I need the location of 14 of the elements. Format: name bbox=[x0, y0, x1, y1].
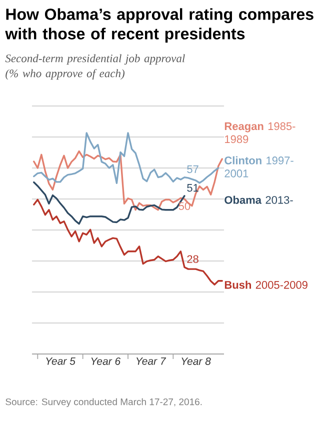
data-label: 28 bbox=[187, 255, 198, 264]
series-label: Bush 2005-2009 bbox=[224, 280, 308, 289]
data-label: 57 bbox=[187, 165, 198, 174]
source-note: Source: Survey conducted March 17-27, 2016. bbox=[6, 398, 202, 408]
x-tick-label: Year 7 bbox=[136, 358, 166, 365]
x-tick-label: Year 5 bbox=[46, 358, 76, 365]
text: Obama 2013- bbox=[224, 196, 293, 204]
chart-title: How Obama’s approval rating compares with those of recent presidents bbox=[5, 8, 314, 43]
x-tick-label: Year 6 bbox=[91, 358, 121, 365]
text: Reagan 1985-1989 bbox=[224, 122, 296, 144]
data-label: 51 bbox=[187, 184, 198, 192]
text: Clinton 1997-2001 bbox=[224, 156, 294, 178]
x-tick-label: Year 8 bbox=[182, 358, 211, 365]
chart-subtitle: Second-term presidential job approval (% who approve of each) bbox=[5, 54, 185, 80]
